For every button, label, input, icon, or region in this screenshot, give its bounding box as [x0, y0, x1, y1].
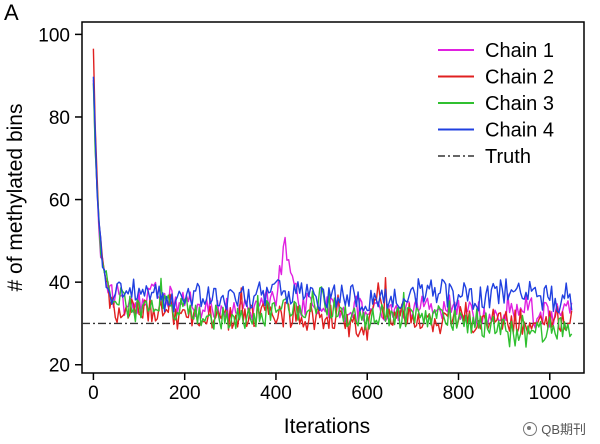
x-tick-label: 0 — [88, 383, 99, 404]
y-tick-label: 100 — [38, 25, 70, 46]
panel-label: A — [4, 0, 19, 25]
watermark-text: QB期刊 — [541, 422, 586, 437]
legend: Chain 1 Chain 2 Chain 3 Chain 4 Truth — [438, 40, 554, 168]
y-tick-label: 40 — [49, 273, 70, 294]
legend-label: Truth — [485, 146, 531, 168]
x-axis-label: Iterations — [284, 415, 370, 438]
x-tick-label: 1000 — [529, 383, 571, 404]
series-line-chain-4 — [92, 76, 573, 314]
axes: 0 200 400 600 800 1000 20 40 60 80 100 Iterations # … — [4, 21, 585, 438]
wechat-logo-icon — [523, 421, 538, 436]
y-tick-label: 20 — [49, 356, 70, 377]
legend-label: Chain 1 — [485, 40, 554, 62]
x-tick-label: 800 — [443, 383, 475, 404]
x-tick-label: 200 — [169, 383, 201, 404]
watermark: QB期刊 — [523, 419, 586, 438]
series-line-chain-3 — [92, 83, 573, 348]
x-tick-label: 600 — [351, 383, 383, 404]
legend-label: Chain 3 — [485, 93, 554, 115]
plot-frame — [81, 21, 585, 374]
y-axis-label: # of methylated bins — [4, 104, 27, 292]
y-tick-label: 80 — [49, 108, 70, 129]
plot-area — [82, 48, 584, 348]
legend-label: Chain 2 — [485, 67, 554, 89]
x-tick-label: 400 — [260, 383, 292, 404]
legend-label: Chain 4 — [485, 120, 554, 142]
y-tick-label: 60 — [49, 191, 70, 212]
series-line-chain-2 — [92, 48, 573, 341]
